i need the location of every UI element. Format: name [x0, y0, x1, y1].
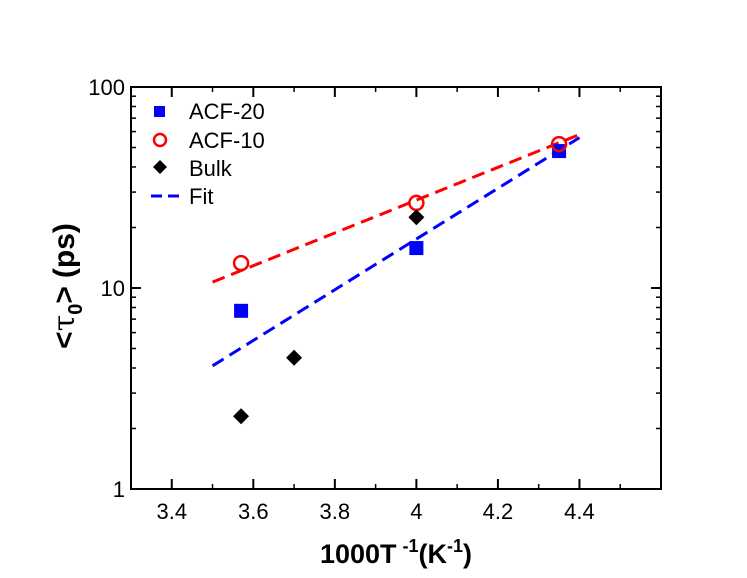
point-bulk-0 [233, 408, 250, 425]
x-tick-label: 3.4 [156, 499, 187, 524]
data-points [232, 135, 568, 425]
x-tick-label: 3.6 [238, 499, 269, 524]
y-axis-title-sub: 0 [65, 304, 87, 315]
fit-lines [211, 133, 581, 368]
legend-label-acf-20: ACF-20 [189, 99, 265, 124]
legend-marker-acf-20 [154, 106, 165, 117]
y-axis-title-unit: (ps) [48, 223, 81, 278]
y-tick-label: 1 [113, 477, 125, 502]
x-axis-title-main: 1000T [320, 539, 397, 569]
y-tick-label: 100 [88, 75, 125, 100]
fit-line-1 [211, 136, 581, 368]
y-tick-label: 10 [101, 276, 125, 301]
y-axis-title-gt: > [48, 286, 81, 304]
point-acf-20-0 [234, 303, 249, 318]
fit-line-0 [211, 133, 581, 284]
y-axis-title-lt: < [48, 331, 81, 349]
y-axis-title: <τ0> (ps) [47, 223, 87, 349]
legend-label-acf-10: ACF-10 [189, 128, 265, 153]
point-acf-20-1 [409, 241, 424, 256]
x-axis-title-open: (K [419, 539, 448, 569]
x-axis-title: 1000T -1(K-1) [320, 536, 472, 569]
point-bulk-1 [286, 349, 303, 366]
point-bulk-2 [408, 209, 425, 226]
axis-ticks: 3.4 3.6 3.8 4 4.2 4.4 1 10 100 [88, 75, 662, 524]
point-acf-10-0 [232, 254, 250, 272]
legend-label-bulk: Bulk [189, 156, 233, 181]
y-axis-title-tau: τ [47, 315, 82, 332]
plot-frame [130, 86, 662, 490]
x-tick-label: 4.4 [564, 499, 595, 524]
legend: ACF-20 ACF-10 Bulk Fit [151, 99, 265, 209]
x-axis-title-close: ) [463, 539, 472, 569]
x-tick-label: 4.2 [483, 499, 514, 524]
legend-marker-bulk [153, 160, 167, 174]
x-axis-title-sup2: -1 [447, 536, 463, 556]
x-tick-label: 3.8 [320, 499, 351, 524]
legend-marker-acf-10 [152, 132, 168, 148]
x-axis-title-sup1: -1 [403, 536, 419, 556]
legend-label-fit: Fit [189, 184, 213, 209]
x-tick-label: 4 [410, 499, 422, 524]
point-acf-10-2 [550, 135, 568, 153]
